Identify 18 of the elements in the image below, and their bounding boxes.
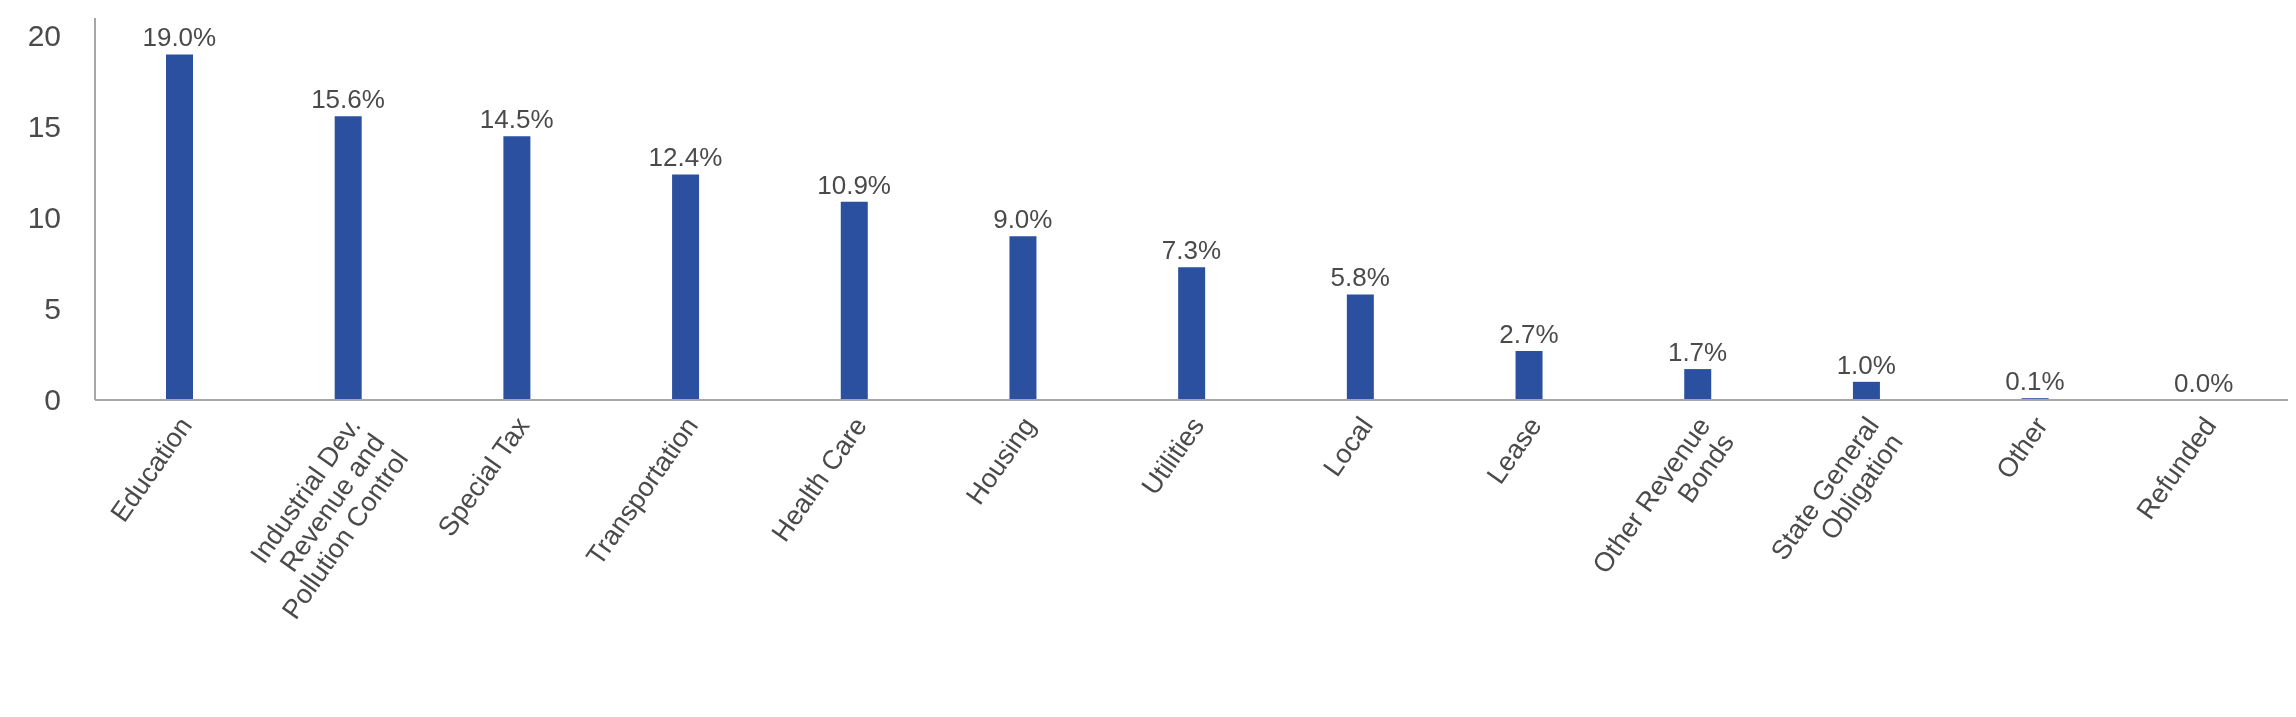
data-label: 10.9%: [817, 169, 891, 200]
data-label: 1.0%: [1836, 349, 1896, 380]
y-tick-label: 15: [27, 110, 61, 144]
data-label: 5.8%: [1330, 262, 1390, 293]
data-label: 0.1%: [2005, 366, 2065, 397]
data-label: 14.5%: [479, 104, 554, 135]
data-label: 1.7%: [1667, 337, 1728, 368]
data-label: 19.0%: [142, 22, 217, 53]
y-tick-label: 0: [44, 383, 61, 416]
data-label: 2.7%: [1499, 318, 1559, 349]
data-label: 7.3%: [1161, 235, 1222, 266]
y-tick-label: 10: [27, 201, 61, 235]
data-label: 9.0%: [993, 204, 1053, 235]
data-label: 0.0%: [2174, 368, 2234, 398]
y-tick-label: 5: [44, 292, 61, 326]
data-label: 12.4%: [648, 142, 723, 173]
data-label: 15.6%: [311, 84, 385, 115]
y-tick-label: 20: [27, 19, 61, 53]
